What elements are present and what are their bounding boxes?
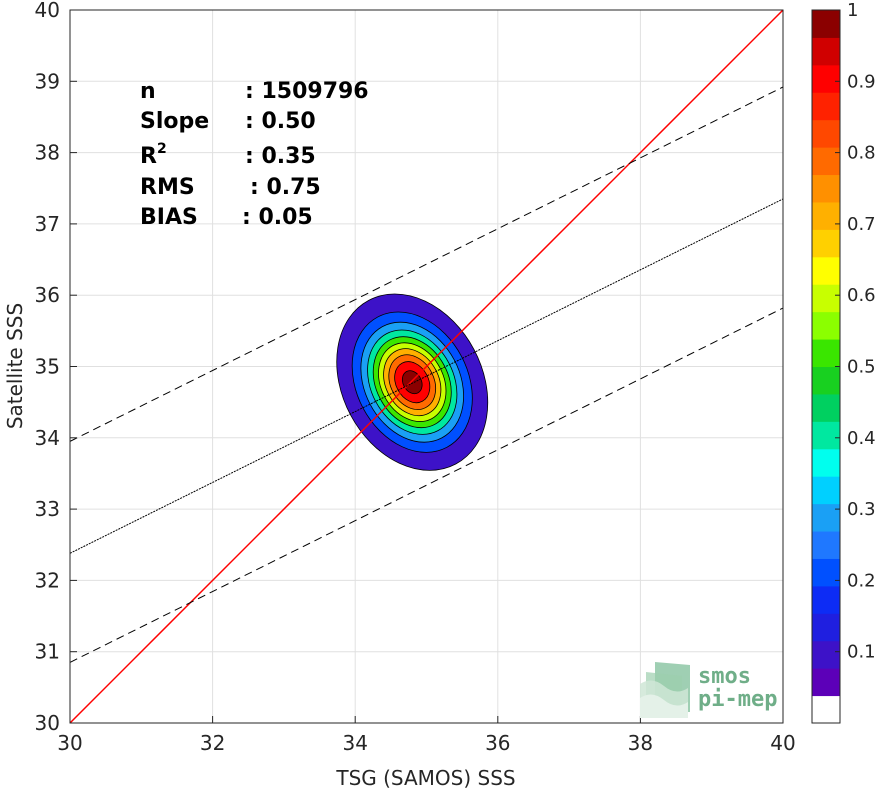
logo-line-1: smos	[698, 664, 751, 689]
colorbar-segment	[812, 448, 840, 477]
density-contours	[336, 293, 489, 471]
colorbar-segment	[812, 64, 840, 93]
x-axis-ticks: 30 32 34 36 38 40	[57, 716, 796, 755]
colorbar-segment	[812, 640, 840, 669]
stat-rms-value: : 0.75	[250, 175, 321, 200]
stat-slope-label: Slope	[140, 109, 209, 134]
stat-bias-label: BIAS	[140, 205, 198, 230]
colorbar-segment	[812, 668, 840, 697]
colorbar-segment	[812, 613, 840, 642]
x-tick-label: 38	[628, 731, 653, 755]
reference-lines	[69, 9, 784, 724]
colorbar-segment	[812, 421, 840, 450]
stat-bias-value: : 0.05	[242, 205, 313, 230]
logo-wave-icon	[640, 662, 690, 718]
y-tick-label: 39	[35, 69, 60, 93]
y-tick-label: 35	[35, 355, 60, 379]
colorbar-segment	[812, 393, 840, 422]
reference-line-fit	[69, 198, 784, 554]
colorbar-segment	[812, 695, 840, 724]
colorbar-segment	[812, 311, 840, 340]
stat-r2-value: : 0.35	[245, 144, 316, 169]
y-tick-label: 30	[35, 711, 60, 735]
y-axis-ticks: 30 31 32 33 34 35 36 37 38 39 40	[35, 0, 77, 735]
colorbar-tick-label: 1	[847, 0, 858, 21]
x-axis-label: TSG (SAMOS) SSS	[335, 766, 515, 790]
stat-n-value: : 1509796	[245, 79, 369, 104]
stat-n-label: n	[140, 79, 156, 104]
colorbar-segment	[812, 10, 840, 38]
stat-r2-label: R2	[140, 141, 167, 169]
colorbar-tick-label: 0.6	[847, 285, 876, 306]
colorbar-segment	[812, 229, 840, 258]
x-tick-label: 40	[770, 731, 795, 755]
colorbar-tick-label: 0.8	[847, 143, 876, 164]
colorbar-segment	[812, 147, 840, 176]
reference-line-lower	[69, 307, 784, 663]
colorbar	[812, 10, 840, 724]
reference-line-1-1	[69, 9, 784, 724]
colorbar-tick-label: 0.5	[847, 357, 876, 378]
colorbar-tick-label: 0.4	[847, 428, 876, 449]
colorbar-segment	[812, 585, 840, 614]
colorbar-segment	[812, 339, 840, 367]
x-tick-label: 30	[57, 731, 82, 755]
colorbar-segment	[812, 531, 840, 559]
colorbar-segment	[812, 201, 840, 230]
colorbar-ticks: 0.1 0.2 0.3 0.4 0.5 0.6 0.7 0.8 0.9 1	[835, 0, 876, 663]
colorbar-segment	[812, 284, 840, 313]
colorbar-segment	[812, 256, 840, 285]
y-tick-label: 38	[35, 141, 60, 165]
stats-box: n : 1509796 Slope : 0.50 R2 : 0.35 RMS :…	[140, 79, 369, 230]
colorbar-tick-label: 0.7	[847, 214, 876, 235]
reference-line-upper	[69, 86, 784, 442]
y-axis-label: Satellite SSS	[3, 303, 27, 429]
colorbar-segment	[812, 119, 840, 148]
colorbar-segment	[812, 92, 840, 121]
colorbar-segment	[812, 366, 840, 395]
colorbar-tick-label: 0.3	[847, 499, 876, 520]
colorbar-tick-label: 0.2	[847, 570, 876, 591]
y-tick-label: 31	[35, 640, 60, 664]
colorbar-segment	[812, 37, 840, 66]
y-tick-label: 34	[35, 426, 60, 450]
x-tick-label: 34	[342, 731, 367, 755]
colorbar-segment	[812, 503, 840, 532]
x-tick-label: 36	[485, 731, 510, 755]
y-tick-label: 33	[35, 497, 60, 521]
y-tick-label: 40	[35, 0, 60, 22]
x-tick-label: 32	[200, 731, 225, 755]
stat-rms-label: RMS	[140, 175, 195, 200]
y-tick-label: 36	[35, 283, 60, 307]
logo-line-2: pi-mep	[698, 687, 777, 712]
stat-slope-value: : 0.50	[245, 109, 316, 134]
colorbar-segment	[812, 476, 840, 505]
y-tick-label: 32	[35, 568, 60, 592]
colorbar-segment	[812, 558, 840, 587]
colorbar-tick-label: 0.9	[847, 71, 876, 92]
colorbar-segment	[812, 174, 840, 203]
smos-pi-mep-logo: smos pi-mep	[640, 662, 777, 718]
y-tick-label: 37	[35, 212, 60, 236]
colorbar-tick-label: 0.1	[847, 642, 876, 663]
